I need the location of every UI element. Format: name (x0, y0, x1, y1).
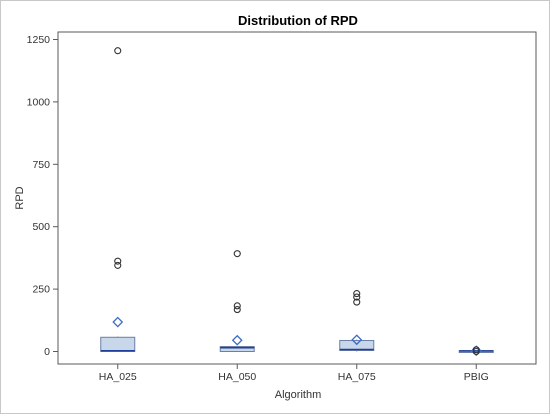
y-tick-label: 250 (32, 284, 50, 296)
mean-marker (351, 334, 363, 346)
outlier-point (353, 293, 361, 301)
outlier-point (353, 298, 361, 306)
mean-marker (231, 334, 243, 346)
mean-marker (112, 316, 124, 328)
plot-area-border (57, 31, 537, 365)
x-tick-label: HA_050 (218, 371, 256, 383)
box-ha-075 (339, 290, 375, 352)
box-iqr (100, 336, 136, 352)
y-axis-label: RPD (14, 186, 26, 209)
box-ha-025 (100, 47, 136, 352)
box-ha-050 (219, 250, 255, 352)
x-axis-label: Algorithm (275, 389, 321, 401)
outlier-point (114, 261, 122, 269)
box-pbig (458, 345, 494, 357)
x-tick-label: HA_025 (99, 371, 137, 383)
y-axis-ticks: 0 250 500 750 1000 1250 (27, 34, 58, 358)
box-iqr (219, 346, 255, 352)
outlier-point (233, 250, 241, 258)
outlier-point (114, 47, 122, 55)
y-tick-label: 1000 (27, 96, 51, 108)
y-tick-label: 1250 (27, 34, 51, 46)
x-tick-label: HA_075 (338, 371, 376, 383)
outlier-point (233, 306, 241, 314)
y-tick-label: 750 (32, 159, 50, 171)
outlier-point (233, 302, 241, 310)
outlier-point (353, 290, 361, 298)
y-tick-label: 500 (32, 221, 50, 233)
box-series (100, 47, 494, 357)
x-tick-label: PBIG (464, 371, 489, 383)
y-tick-label: 0 (44, 346, 50, 358)
outlier-point (114, 257, 122, 265)
chart-title: Distribution of RPD (238, 13, 358, 28)
box-iqr (339, 340, 375, 352)
outlier-point (472, 347, 480, 356)
x-axis-ticks: HA_025 HA_050 HA_075 PBIG (99, 364, 489, 383)
